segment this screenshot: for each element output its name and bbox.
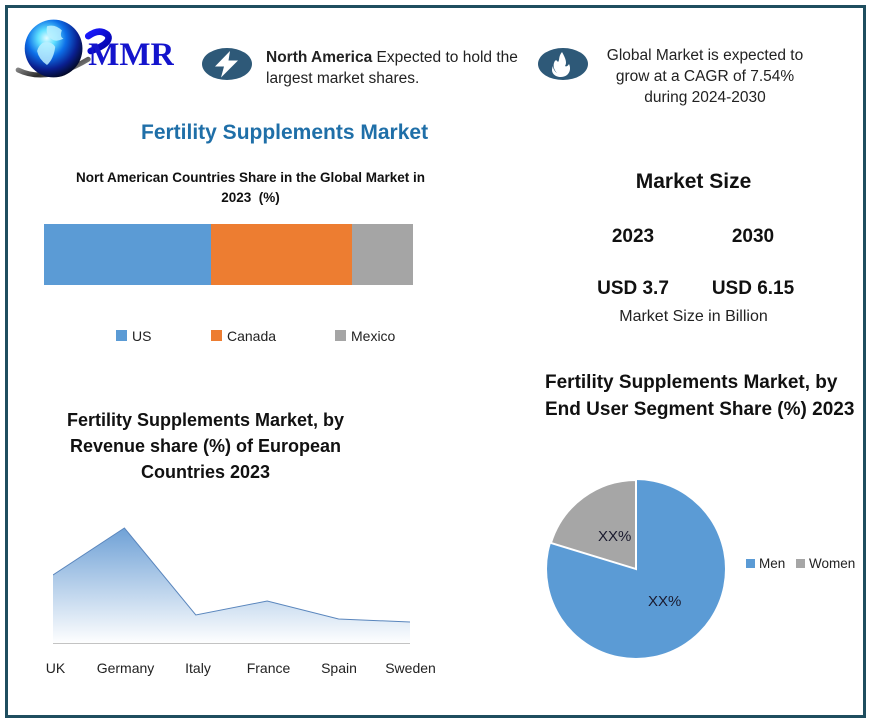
svg-text:MMR: MMR — [88, 37, 174, 73]
